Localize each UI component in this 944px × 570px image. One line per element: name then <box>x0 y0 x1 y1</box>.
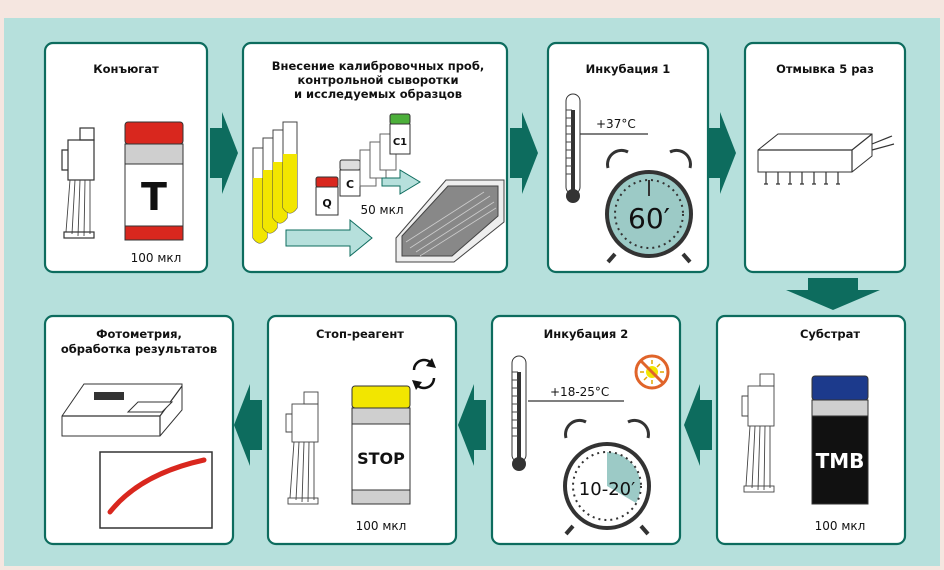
test-tubes-icon <box>252 121 298 244</box>
step-title: Инкубация 1 <box>586 62 671 76</box>
pipette-icon <box>741 373 775 493</box>
step-title: Конъюгат <box>93 62 159 76</box>
pipette-icon <box>285 391 319 505</box>
step-title: Отмывка 5 раз <box>776 62 874 76</box>
step-wash: Отмывка 5 раз <box>743 41 907 274</box>
microplate-icon <box>395 179 505 263</box>
transfer-arrow-icon <box>285 218 373 258</box>
step-title: Субстрат <box>800 327 860 341</box>
temperature-label: +37°C <box>596 117 636 131</box>
step-title-line3: и исследуемых образцов <box>294 87 462 101</box>
step-title-line1: Фотометрия, <box>96 327 182 341</box>
step-title-line2: обработка результатов <box>61 342 217 356</box>
step-title: Стоп-реагент <box>316 327 404 341</box>
thermometer-icon <box>511 355 527 471</box>
arrow-7-8 <box>234 384 262 466</box>
temperature-label: +18-25°C <box>550 385 609 399</box>
pipette-icon <box>61 127 95 239</box>
arrow-1-2 <box>210 112 238 194</box>
vial-label: T <box>141 175 167 219</box>
step-incubation-1: Инкубация 1 +37°C 60′ <box>546 41 710 274</box>
step-photometry: Фотометрия, обработка результатов <box>43 314 235 546</box>
thermometer-icon <box>565 93 581 203</box>
arrow-4-5 <box>786 278 880 310</box>
volume-label: 100 мкл <box>356 519 407 533</box>
time-label: 10-20′ <box>579 479 635 500</box>
step-incubation-2: Инкубация 2 +18-25°C 10-20′ <box>490 314 682 546</box>
photometer-icon <box>61 383 183 437</box>
step-conjugate: Конъюгат T 100 мкл <box>43 41 209 274</box>
small-arrow-icon <box>381 169 421 195</box>
step-stop: Стоп-реагент STOP 100 мкл <box>266 314 458 546</box>
time-label: 60′ <box>628 202 670 235</box>
sample-vials-icon: Q C C1 <box>315 113 411 216</box>
vial-q-label: Q <box>322 197 331 210</box>
volume-label: 100 мкл <box>131 251 182 265</box>
vial-c-label: C <box>346 178 354 191</box>
vial-icon: TMB <box>811 375 869 505</box>
alarm-clock-icon <box>563 418 651 536</box>
step-title-line2: контрольной сыворотки <box>297 73 458 87</box>
card-substrate <box>715 314 907 546</box>
calibration-curve <box>99 451 213 529</box>
volume-label: 100 мкл <box>815 519 866 533</box>
step-title: Инкубация 2 <box>544 327 629 341</box>
step-substrate: Субстрат TMB 100 мкл <box>715 314 907 546</box>
vial-label: TMB <box>816 449 865 473</box>
vial-label: STOP <box>357 449 405 468</box>
step-title-line1: Внесение калибровочных проб, <box>272 59 484 73</box>
arrow-5-6 <box>684 384 712 466</box>
flow-arrows <box>210 112 880 466</box>
vial-c1-label: C1 <box>393 137 407 148</box>
arrow-3-4 <box>708 112 736 194</box>
alarm-clock-icon <box>605 148 693 264</box>
washer-icon <box>757 133 895 185</box>
volume-label: 50 мкл <box>360 203 403 217</box>
vial-icon: T <box>124 121 184 241</box>
arrow-6-7 <box>458 384 486 466</box>
arrow-2-3 <box>510 112 538 194</box>
no-light-icon <box>634 354 670 390</box>
refresh-icon <box>412 358 436 390</box>
vial-icon: STOP <box>351 385 411 505</box>
step-calibration: Внесение калибровочных проб, контрольной… <box>241 41 509 274</box>
